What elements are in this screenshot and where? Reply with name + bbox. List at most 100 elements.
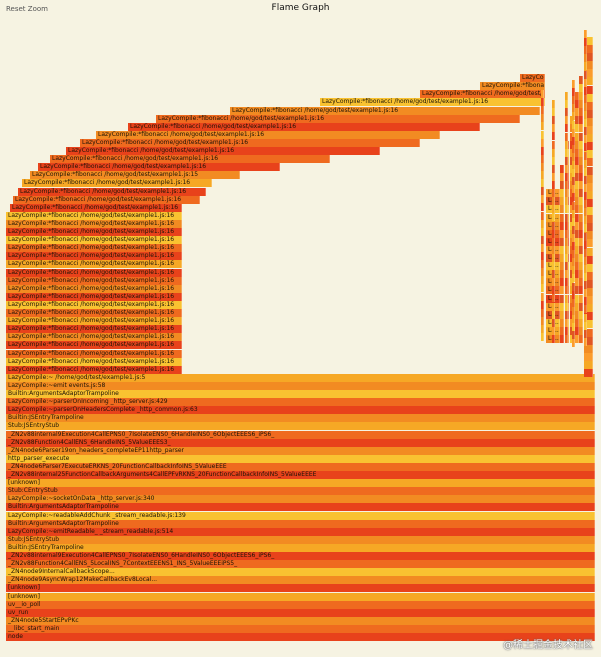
flame-frame-spike[interactable] bbox=[584, 289, 587, 298]
flame-frame-tiny[interactable] bbox=[560, 173, 564, 181]
flame-frame-tiny[interactable] bbox=[575, 254, 579, 262]
flame-frame-tiny[interactable] bbox=[575, 108, 579, 117]
flame-frame-tiny[interactable] bbox=[575, 310, 579, 319]
flame-frame-spike[interactable] bbox=[552, 310, 555, 319]
flame-frame-spike[interactable] bbox=[552, 132, 555, 141]
flame-frame-spike[interactable] bbox=[584, 78, 587, 87]
flame-frame-spike[interactable] bbox=[552, 294, 555, 303]
flame-frame-spike[interactable] bbox=[584, 224, 587, 233]
flame-frame[interactable]: uv__io_poll bbox=[6, 600, 595, 609]
flame-frame-spike[interactable] bbox=[565, 262, 568, 271]
flame-frame-spike[interactable] bbox=[584, 256, 587, 265]
flame-frame-spike[interactable] bbox=[552, 148, 555, 157]
flame-frame-strip[interactable] bbox=[584, 239, 593, 248]
flame-frame-spike[interactable] bbox=[584, 208, 587, 217]
flame-frame-spike[interactable] bbox=[541, 138, 544, 147]
flame-frame-tiny[interactable] bbox=[575, 286, 579, 295]
flame-frame-spike[interactable] bbox=[552, 334, 555, 343]
flame-frame-tiny[interactable] bbox=[579, 335, 583, 343]
flame-frame-spike[interactable] bbox=[572, 185, 575, 194]
flame-frame-spike[interactable] bbox=[572, 80, 575, 88]
flame-frame-spike[interactable] bbox=[541, 203, 544, 212]
flame-frame-strip[interactable] bbox=[584, 263, 593, 272]
flame-frame-tiny[interactable] bbox=[579, 156, 583, 165]
flame-frame[interactable]: http_parser_execute bbox=[6, 454, 595, 463]
flame-frame-tiny[interactable] bbox=[575, 140, 579, 149]
flame-frame-spike[interactable] bbox=[584, 46, 587, 55]
flame-frame-strip[interactable] bbox=[584, 158, 593, 167]
flame-frame-spike[interactable] bbox=[565, 100, 568, 109]
flame-frame[interactable]: LazyCompile:*fibonacci /home/god/test/ex… bbox=[10, 203, 182, 212]
flame-frame-spike[interactable] bbox=[584, 273, 587, 281]
flame-frame-spike[interactable] bbox=[552, 108, 555, 117]
flame-frame[interactable]: _ZN2v88internal9Execution4CallEPNS0_7Iso… bbox=[6, 552, 595, 560]
flame-frame-tiny[interactable] bbox=[579, 213, 583, 222]
flame-frame-spike[interactable] bbox=[572, 161, 575, 169]
flame-frame-spike[interactable] bbox=[572, 193, 575, 202]
flame-frame-tiny[interactable] bbox=[579, 164, 583, 173]
flame-frame-spike[interactable] bbox=[565, 237, 568, 246]
flame-frame-tiny[interactable] bbox=[575, 294, 579, 303]
flame-frame[interactable]: LazyCompile:*fibonacci /home/god/test/ex… bbox=[6, 268, 182, 277]
flame-frame-spike[interactable] bbox=[565, 140, 568, 149]
flame-frame-spike[interactable] bbox=[541, 333, 544, 341]
flame-frame[interactable]: LazyCompile:*fibonacci /home/god/test/ex… bbox=[6, 244, 182, 253]
flame-frame-tiny[interactable] bbox=[579, 116, 583, 125]
flame-frame-tiny[interactable] bbox=[579, 124, 583, 133]
flame-frame[interactable]: _ZN2v88internal25FunctionCallbackArgumen… bbox=[6, 471, 595, 479]
flame-frame-tiny[interactable] bbox=[579, 140, 583, 149]
flame-frame-strip[interactable] bbox=[584, 85, 593, 94]
flame-frame[interactable]: LazyCompile:*fibonacci /home/god/test/ex… bbox=[6, 309, 182, 317]
flame-frame-spike[interactable] bbox=[572, 169, 575, 178]
flame-frame-spike[interactable] bbox=[572, 209, 575, 218]
flame-frame-spike[interactable] bbox=[584, 305, 587, 314]
flame-frame-spike[interactable] bbox=[552, 100, 555, 108]
flame-frame-tiny[interactable] bbox=[575, 173, 579, 181]
flame-frame[interactable]: _ZN4node6Parser7ExecuteERKNS_20FunctionC… bbox=[6, 462, 595, 471]
flame-frame[interactable]: LazyCompile:~ /home/god/test/example1.js… bbox=[6, 373, 595, 382]
flame-frame-strip[interactable] bbox=[584, 231, 593, 240]
flame-frame[interactable]: LazyCompile:*fibonacci /home/god/test/ex… bbox=[6, 357, 182, 366]
flame-frame-tiny[interactable] bbox=[560, 205, 564, 214]
flame-frame-strip[interactable] bbox=[584, 207, 593, 215]
flame-frame-tiny[interactable] bbox=[560, 189, 564, 198]
flame-frame[interactable]: _ZN4node6Parser19on_headers_completeEP11… bbox=[6, 446, 595, 455]
flame-frame-tiny[interactable] bbox=[560, 213, 564, 222]
flame-frame[interactable]: [unknown] bbox=[6, 592, 595, 601]
flame-frame[interactable]: LazyCompile:*fibonacci /home/god/test/ex… bbox=[50, 155, 330, 164]
flame-frame-strip[interactable] bbox=[584, 247, 593, 256]
flame-frame-tiny[interactable] bbox=[575, 164, 579, 173]
flame-frame-spike[interactable] bbox=[541, 308, 544, 317]
flame-frame[interactable]: LazyCompile:*fibonacci /home/god/test/ex… bbox=[520, 74, 545, 83]
flame-frame-tiny[interactable] bbox=[579, 181, 583, 190]
flame-frame-strip[interactable] bbox=[584, 142, 593, 151]
flame-frame-spike[interactable] bbox=[552, 116, 555, 125]
flame-frame-spike[interactable] bbox=[541, 122, 544, 131]
flame-frame-tiny[interactable] bbox=[575, 213, 579, 222]
flame-frame-spike[interactable] bbox=[552, 270, 555, 279]
flame-frame-tiny[interactable] bbox=[575, 205, 579, 214]
flame-frame-tiny[interactable] bbox=[575, 156, 579, 165]
flame-frame-spike[interactable] bbox=[584, 94, 587, 103]
flame-frame-spike[interactable] bbox=[541, 130, 544, 139]
flame-frame-strip[interactable] bbox=[584, 320, 593, 329]
flame-frame-spike[interactable] bbox=[565, 213, 568, 222]
flame-frame-tiny[interactable] bbox=[579, 270, 583, 279]
flame-frame-tiny[interactable] bbox=[560, 286, 564, 295]
flame-frame-spike[interactable] bbox=[572, 314, 575, 323]
flame-frame-spike[interactable] bbox=[572, 339, 575, 348]
flame-frame[interactable]: _ZN2v88Function4CallENS_5LocalINS_7Conte… bbox=[6, 560, 595, 569]
flame-frame-spike[interactable] bbox=[572, 306, 575, 315]
flame-frame[interactable]: LazyCompile:~parserOnIncoming _http_serv… bbox=[6, 398, 595, 407]
flame-frame[interactable]: LazyCompile:*fibonacci /home/god/test/ex… bbox=[6, 292, 182, 301]
flame-frame[interactable]: _ZN2v88internal9Execution4CallEPNS0_7Iso… bbox=[6, 430, 595, 439]
flame-frame[interactable]: LazyCompile:*fibonacci /home/god/test/ex… bbox=[6, 341, 182, 350]
flame-frame[interactable]: LazyCompile:*fibonacci /home/god/test/ex… bbox=[6, 260, 182, 269]
flame-frame-spike[interactable] bbox=[584, 264, 587, 273]
flame-frame-strip[interactable] bbox=[584, 304, 593, 313]
flame-frame-spike[interactable] bbox=[541, 252, 544, 260]
flame-frame-spike[interactable] bbox=[584, 38, 587, 47]
flame-frame-tiny[interactable] bbox=[579, 310, 583, 319]
flame-frame-spike[interactable] bbox=[565, 189, 568, 198]
flame-frame-spike[interactable] bbox=[541, 268, 544, 277]
